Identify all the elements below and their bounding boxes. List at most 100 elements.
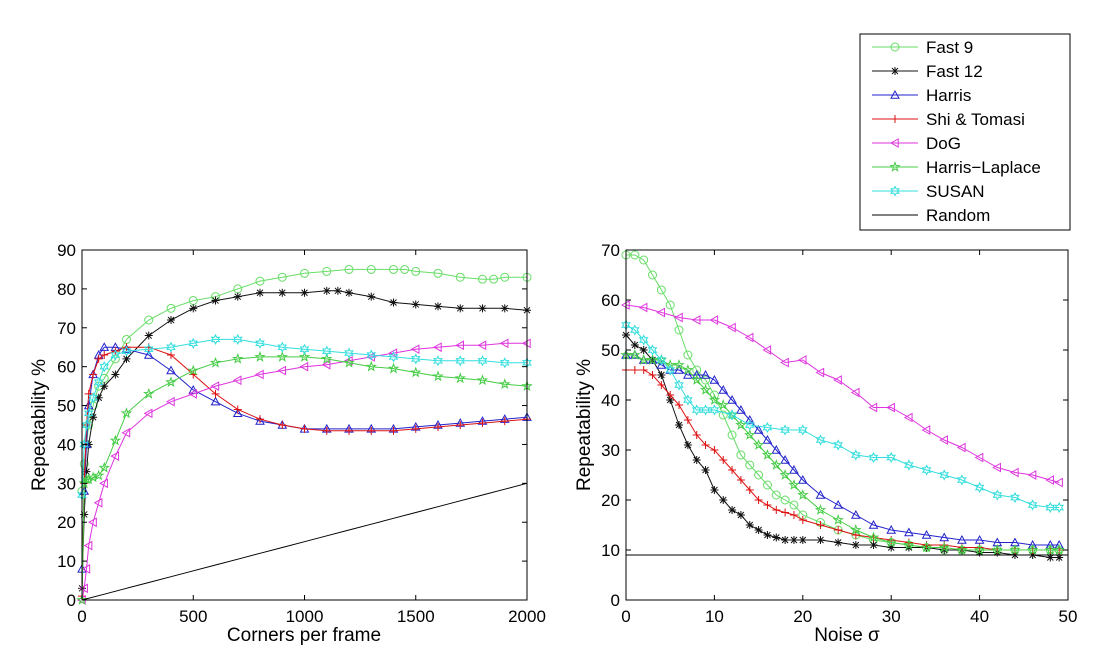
data-point xyxy=(143,408,153,419)
data-point xyxy=(187,364,199,376)
data-point xyxy=(709,315,719,325)
series-random xyxy=(81,482,528,601)
data-point xyxy=(939,532,950,542)
data-point xyxy=(639,346,648,354)
data-point xyxy=(708,394,721,405)
series-line xyxy=(625,324,1060,508)
data-point xyxy=(82,467,91,476)
y-tick-label: 90 xyxy=(57,241,76,260)
legend-box xyxy=(859,33,1071,231)
data-point xyxy=(639,255,649,265)
data-point xyxy=(343,356,355,368)
data-point xyxy=(411,300,420,309)
data-point xyxy=(797,474,808,484)
data-point xyxy=(665,364,676,374)
legend-item: SUSAN xyxy=(872,182,985,201)
data-point xyxy=(210,396,221,406)
data-point xyxy=(255,416,265,425)
legend-item: Random xyxy=(872,206,990,225)
right-y-axis-label: Repeatability % xyxy=(574,359,595,491)
data-point xyxy=(780,495,790,505)
data-point xyxy=(89,370,98,379)
data-point xyxy=(1046,553,1055,562)
data-point xyxy=(956,442,966,453)
data-point xyxy=(700,369,711,379)
data-point xyxy=(781,508,790,517)
data-point xyxy=(188,389,197,399)
data-point xyxy=(771,444,782,454)
data-point xyxy=(1045,475,1055,485)
data-point xyxy=(921,425,931,435)
data-point xyxy=(499,338,509,349)
data-point xyxy=(940,546,949,554)
y-tick-label: 0 xyxy=(611,591,620,610)
data-point xyxy=(433,355,443,367)
data-point xyxy=(779,468,791,480)
data-point xyxy=(94,354,103,363)
data-point xyxy=(957,534,967,544)
series-line xyxy=(626,354,1060,551)
data-point xyxy=(255,337,265,349)
data-point xyxy=(93,497,103,508)
data-point xyxy=(98,461,110,473)
data-point xyxy=(904,459,914,471)
data-point xyxy=(700,404,711,416)
data-point xyxy=(121,427,131,438)
data-point xyxy=(476,374,489,386)
data-point xyxy=(745,486,754,494)
series-line xyxy=(81,290,528,589)
data-point xyxy=(1055,553,1064,562)
y-tick-label: 40 xyxy=(601,391,620,410)
data-point xyxy=(211,389,220,398)
series-fast-9 xyxy=(77,264,532,496)
data-point xyxy=(683,394,693,406)
data-point xyxy=(211,296,220,305)
data-point xyxy=(387,362,400,374)
y-tick-label: 40 xyxy=(57,435,76,454)
data-point xyxy=(1045,501,1056,514)
data-point xyxy=(298,350,311,362)
data-point xyxy=(144,331,153,340)
y-tick-label: 10 xyxy=(57,552,76,571)
data-point xyxy=(692,365,702,375)
data-point xyxy=(83,540,93,551)
data-point xyxy=(975,548,984,557)
y-tick-label: 30 xyxy=(601,441,620,460)
data-point xyxy=(850,523,862,535)
data-point xyxy=(683,441,692,449)
data-point xyxy=(209,356,222,368)
data-point xyxy=(1054,477,1063,488)
data-point xyxy=(991,543,1004,555)
series-line xyxy=(626,354,1060,546)
data-point xyxy=(410,353,421,365)
y-tick-label: 20 xyxy=(601,491,620,510)
data-point xyxy=(477,340,487,351)
data-point xyxy=(868,519,879,529)
data-point xyxy=(256,415,264,424)
data-point xyxy=(478,274,487,284)
series-line xyxy=(81,338,527,496)
data-point xyxy=(772,533,781,542)
data-point xyxy=(728,466,737,474)
data-point xyxy=(94,393,103,402)
data-point xyxy=(974,534,985,544)
data-point xyxy=(345,288,353,297)
data-point xyxy=(850,449,861,461)
data-point xyxy=(887,543,896,552)
data-point xyxy=(88,392,98,404)
data-point xyxy=(630,341,639,349)
data-point xyxy=(762,421,773,434)
data-point xyxy=(255,276,265,286)
data-point xyxy=(886,451,897,464)
data-point xyxy=(691,315,701,325)
data-point xyxy=(745,460,755,470)
data-point xyxy=(646,353,659,365)
data-point xyxy=(432,370,444,382)
data-point xyxy=(121,345,132,357)
data-point xyxy=(500,304,509,313)
legend-item: Harris−Laplace xyxy=(872,158,1041,177)
data-point xyxy=(719,456,728,464)
data-point xyxy=(674,364,684,374)
data-point xyxy=(433,268,443,278)
data-point xyxy=(166,341,176,353)
